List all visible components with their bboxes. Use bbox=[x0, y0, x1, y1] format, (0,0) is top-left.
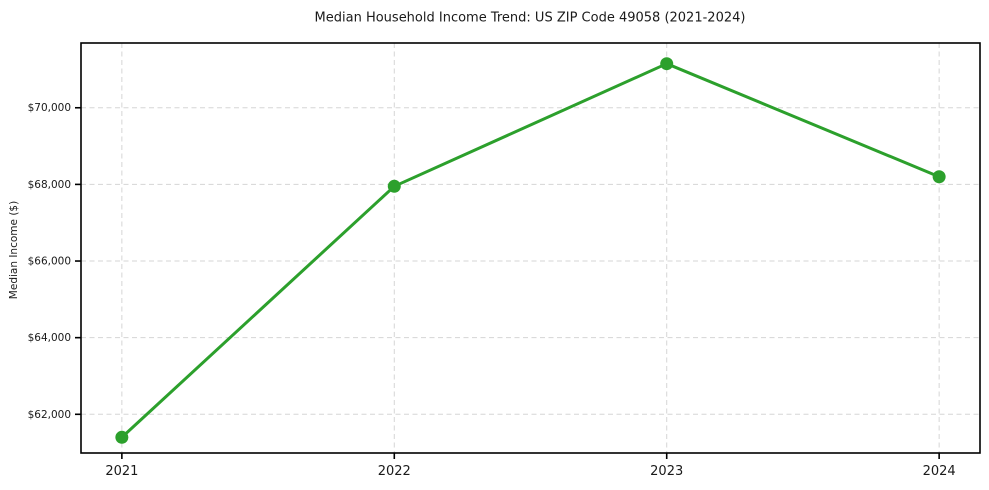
y-tick-label: $68,000 bbox=[28, 179, 71, 191]
trend-line bbox=[120, 62, 941, 439]
data-point-marker bbox=[115, 430, 129, 444]
data-point-marker bbox=[387, 179, 401, 193]
y-axis-label: Median Income ($) bbox=[8, 201, 20, 299]
line-series-group bbox=[115, 57, 946, 444]
x-tick-label: 2021 bbox=[105, 464, 138, 479]
tick-labels-group: $62,000 $64,000 $66,000 $68,000 $70,000 2021 2… bbox=[28, 102, 956, 479]
y-tick-label: $66,000 bbox=[28, 255, 71, 267]
axis-ticks-group bbox=[75, 106, 940, 459]
y-tick-label: $70,000 bbox=[28, 102, 71, 114]
y-tick-label: $62,000 bbox=[28, 409, 71, 421]
x-tick-label: 2023 bbox=[650, 464, 683, 479]
gridlines-group bbox=[81, 43, 980, 453]
x-tick-label: 2024 bbox=[923, 464, 956, 479]
data-point-marker bbox=[932, 170, 946, 184]
plot-border bbox=[80, 42, 981, 454]
x-tick-label: 2022 bbox=[378, 464, 411, 479]
y-tick-label: $64,000 bbox=[28, 332, 71, 344]
data-point-marker bbox=[660, 57, 674, 71]
chart-title: Median Household Income Trend: US ZIP Co… bbox=[315, 11, 746, 26]
